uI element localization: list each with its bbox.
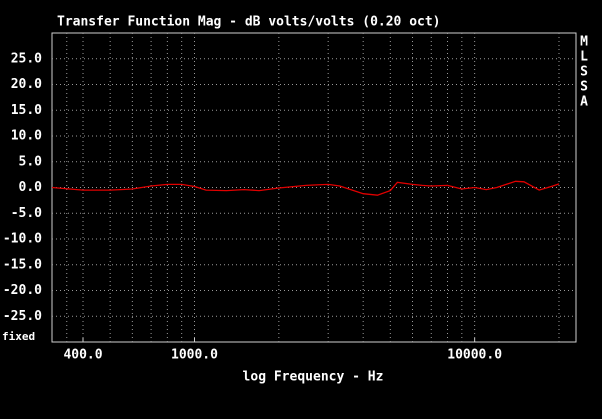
x-tick-label: 10000.0 — [447, 348, 502, 363]
y-tick-label: -15.0 — [3, 257, 42, 272]
y-tick-label: 10.0 — [11, 129, 42, 144]
data-line — [51, 180, 560, 196]
y-tick-label: 0.0 — [19, 180, 43, 195]
y-tick-label: -25.0 — [3, 309, 42, 324]
x-tick-label: 400.0 — [63, 348, 102, 363]
y-tick-label: -5.0 — [11, 206, 42, 221]
y-tick-label: 5.0 — [19, 154, 43, 169]
side-label: M — [580, 35, 588, 50]
y-tick-label: 15.0 — [11, 103, 42, 118]
y-tick-label: -10.0 — [3, 232, 42, 247]
side-label: L — [580, 50, 588, 65]
side-label: S — [580, 80, 588, 95]
y-tick-label: 25.0 — [11, 51, 42, 66]
y-tick-label: -20.0 — [3, 283, 42, 298]
chart-title: Transfer Function Mag - dB volts/volts (… — [57, 15, 441, 30]
x-tick-label: 1000.0 — [171, 348, 218, 363]
corner-label: fixed — [2, 330, 35, 343]
side-label: S — [580, 65, 588, 80]
y-tick-label: 20.0 — [11, 77, 42, 92]
x-axis-label: log Frequency - Hz — [243, 370, 384, 385]
side-label: A — [580, 95, 588, 110]
